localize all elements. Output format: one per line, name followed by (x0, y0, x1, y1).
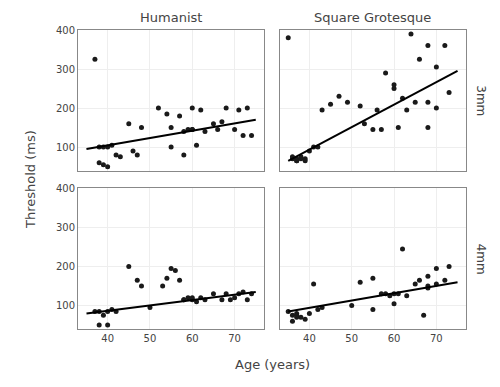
svg-text:4mm: 4mm (474, 244, 488, 275)
svg-text:100: 100 (56, 300, 75, 311)
svg-text:70: 70 (430, 333, 443, 344)
svg-text:400: 400 (56, 25, 75, 36)
svg-text:50: 50 (144, 333, 157, 344)
svg-text:300: 300 (56, 64, 75, 75)
svg-text:400: 400 (56, 183, 75, 194)
svg-text:40: 40 (303, 333, 316, 344)
svg-text:60: 60 (186, 333, 199, 344)
svg-text:200: 200 (56, 261, 75, 272)
svg-text:Threshold (ms): Threshold (ms) (23, 130, 38, 229)
svg-text:Humanist: Humanist (140, 10, 202, 25)
svg-text:40: 40 (101, 333, 114, 344)
svg-text:70: 70 (228, 333, 241, 344)
svg-text:Age (years): Age (years) (235, 357, 310, 372)
svg-text:3mm: 3mm (474, 85, 488, 116)
svg-text:100: 100 (56, 142, 75, 153)
svg-text:Square Grotesque: Square Grotesque (314, 10, 431, 25)
svg-text:50: 50 (345, 333, 358, 344)
svg-text:60: 60 (388, 333, 401, 344)
svg-text:200: 200 (56, 103, 75, 114)
svg-text:300: 300 (56, 222, 75, 233)
